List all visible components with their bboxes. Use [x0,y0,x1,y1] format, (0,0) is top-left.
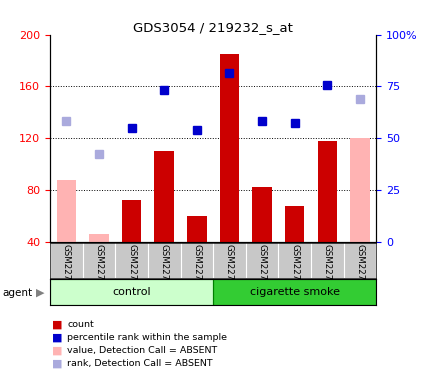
Text: value, Detection Call = ABSENT: value, Detection Call = ABSENT [67,346,217,355]
Bar [50,279,213,305]
Text: percentile rank within the sample: percentile rank within the sample [67,333,227,342]
Text: cigarette smoke: cigarette smoke [249,287,339,297]
Bar [219,54,239,242]
Text: count: count [67,320,94,329]
Text: GSM227861: GSM227861 [224,245,233,297]
Text: ■: ■ [52,346,62,356]
Text: GDS3054 / 219232_s_at: GDS3054 / 219232_s_at [133,21,293,34]
Text: agent: agent [2,288,32,298]
Text: GSM227859: GSM227859 [94,245,103,297]
Bar [213,279,375,305]
Text: GSM227864: GSM227864 [322,245,331,297]
Bar [349,138,369,242]
Bar [122,200,141,242]
Text: GSM227867: GSM227867 [192,245,201,297]
Text: ■: ■ [52,333,62,343]
Text: GSM227862: GSM227862 [257,245,266,297]
Text: GSM227858: GSM227858 [62,245,71,297]
Bar [284,206,304,242]
Bar [317,141,336,242]
Text: ■: ■ [52,359,62,369]
Bar [187,216,206,242]
Bar [89,234,108,242]
Text: ▶: ▶ [36,288,44,298]
Text: GSM227865: GSM227865 [355,245,364,297]
Bar [154,151,174,242]
Bar [252,187,271,242]
Text: GSM227860: GSM227860 [127,245,136,297]
Text: GSM227863: GSM227863 [289,245,299,297]
Text: rank, Detection Call = ABSENT: rank, Detection Call = ABSENT [67,359,213,368]
Text: GSM227866: GSM227866 [159,245,168,297]
Text: control: control [112,287,151,297]
Bar [56,180,76,242]
Text: ■: ■ [52,319,62,329]
